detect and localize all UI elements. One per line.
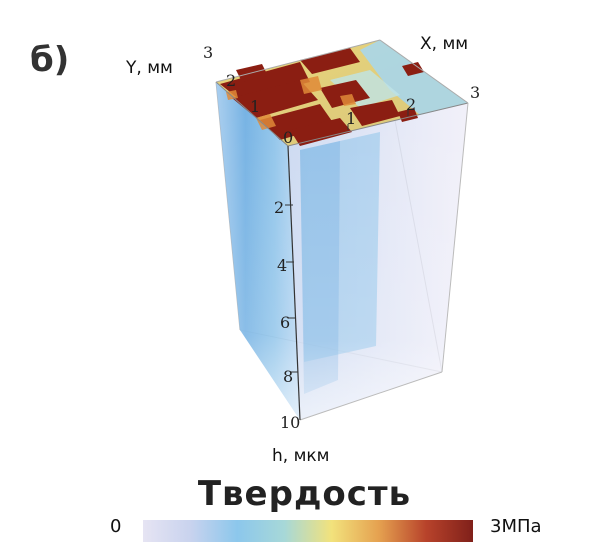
hardness-3d-volume: 0 2 4 6 8 10 1 2 3 1 2 3 [203,39,480,432]
h-axis-line [287,145,301,421]
legend-title: Твердость [197,474,412,514]
x-tick-3: 3 [470,83,480,102]
h-tick-10: 10 [280,413,300,432]
legend-max-label: 3МПа [490,516,542,537]
h-axis-title: h, мкм [272,446,330,466]
y-tick-1: 1 [250,97,260,116]
color-scale-bar [143,520,473,542]
y-tick-2: 2 [226,71,236,90]
x-axis-title: X, мм [420,34,469,54]
h-tick-0: 0 [283,128,293,147]
h-tick-4: 4 [277,256,287,275]
h-tick-6: 6 [280,313,290,332]
panel-label: б) [30,40,70,80]
h-tick-2: 2 [274,198,284,217]
legend-min-label: 0 [110,516,122,537]
y-axis-title: Y, мм [126,58,173,78]
h-tick-8: 8 [283,367,293,386]
y-tick-3: 3 [203,43,213,62]
x-tick-1: 1 [346,109,356,128]
x-tick-2: 2 [406,95,416,114]
high-hardness-regions [220,48,424,146]
